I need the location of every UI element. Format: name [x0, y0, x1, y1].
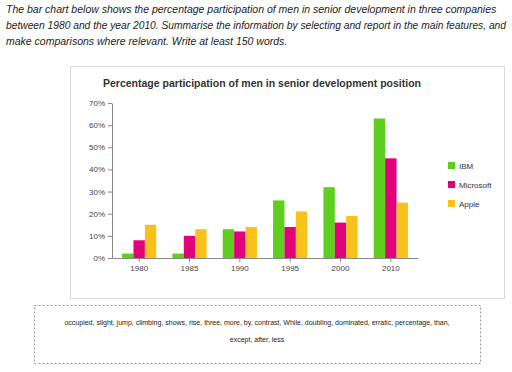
- chart-root: The bar chart below shows the percentage…: [0, 0, 512, 372]
- y-tick: 10%: [89, 232, 112, 241]
- bar: [346, 216, 357, 258]
- x-tick-label: 2010: [382, 264, 400, 273]
- task-line: make comparisons where relevant. Write a…: [6, 35, 287, 47]
- bars: [122, 119, 408, 259]
- y-tick-mark: [108, 192, 112, 193]
- y-axis-line: [112, 104, 113, 259]
- word-box: [35, 306, 481, 364]
- legend-swatch: [448, 162, 455, 169]
- bar: [223, 229, 234, 258]
- y-tick-mark: [108, 103, 112, 104]
- chart-title: Percentage participation of men in senio…: [103, 77, 421, 89]
- y-tick-mark: [108, 258, 112, 259]
- bar: [122, 254, 133, 258]
- legend-label: Microsoft: [459, 181, 492, 190]
- chart-svg: The bar chart below shows the percentage…: [0, 0, 512, 372]
- legend-item: IBM: [448, 162, 474, 171]
- y-tick-label: 30%: [89, 188, 105, 197]
- legend-swatch: [448, 200, 455, 207]
- task-text: The bar chart below shows the percentage…: [6, 3, 507, 47]
- y-axis: 0% 10% 20% 30% 40% 50% 60% 70%: [89, 99, 113, 263]
- y-tick: 60%: [89, 121, 112, 130]
- bar: [284, 227, 295, 258]
- legend-label: IBM: [459, 162, 474, 171]
- x-tick-label: 1995: [281, 264, 299, 273]
- x-tick: 1985: [181, 258, 199, 273]
- x-tick-label: 2000: [332, 264, 350, 273]
- bar: [234, 231, 245, 258]
- bar: [374, 119, 385, 259]
- word-bank-line: occupied, slight, jump, climbing, shows,…: [64, 319, 449, 327]
- bar: [323, 187, 334, 258]
- x-tick-mark: [239, 258, 240, 262]
- x-tick-mark: [139, 258, 140, 262]
- y-tick: 40%: [89, 165, 112, 174]
- chart-frame: [71, 67, 505, 299]
- y-tick-label: 10%: [89, 232, 105, 241]
- x-tick-label: 1980: [130, 264, 148, 273]
- bar: [397, 203, 408, 258]
- y-tick-label: 20%: [89, 210, 105, 219]
- y-tick-mark: [108, 125, 112, 126]
- bar: [195, 229, 206, 258]
- word-bank: occupied, slight, jump, climbing, shows,…: [64, 319, 449, 344]
- bar-series: [133, 158, 396, 258]
- legend-item: Apple: [448, 200, 480, 209]
- y-tick-mark: [108, 147, 112, 148]
- y-tick-label: 40%: [89, 165, 105, 174]
- bar: [184, 236, 195, 258]
- y-tick-label: 70%: [89, 99, 105, 108]
- y-tick-mark: [108, 214, 112, 215]
- x-tick: 2000: [332, 258, 350, 273]
- bar: [145, 225, 156, 258]
- task-line: between 1980 and the year 2010. Summaris…: [6, 19, 507, 31]
- y-tick-label: 60%: [89, 121, 105, 130]
- bar: [273, 200, 284, 258]
- x-tick-mark: [189, 258, 190, 262]
- x-tick: 1990: [231, 258, 249, 273]
- y-tick: 20%: [89, 210, 112, 219]
- x-tick-label: 1985: [181, 264, 199, 273]
- x-tick: 2010: [382, 258, 400, 273]
- x-axis-line: [113, 258, 419, 259]
- task-line: The bar chart below shows the percentage…: [6, 3, 497, 15]
- bar-series: [145, 203, 408, 258]
- bar: [246, 227, 257, 258]
- bar-series: [122, 119, 385, 259]
- bar: [385, 158, 396, 258]
- bar: [296, 212, 307, 259]
- bar: [335, 223, 346, 258]
- bar: [133, 240, 144, 258]
- legend-label: Apple: [459, 200, 480, 209]
- bar: [172, 254, 183, 258]
- word-bank-line: except, after, less: [230, 336, 285, 344]
- y-tick-mark: [108, 236, 112, 237]
- legend-swatch: [448, 181, 455, 188]
- x-tick-mark: [290, 258, 291, 262]
- x-tick: 1980: [130, 258, 148, 273]
- x-tick-mark: [340, 258, 341, 262]
- y-tick-label: 0%: [93, 254, 105, 263]
- legend: IBM Microsoft Apple: [448, 162, 492, 209]
- y-tick-mark: [108, 169, 112, 170]
- x-tick: 1995: [281, 258, 299, 273]
- legend-item: Microsoft: [448, 181, 492, 190]
- x-axis: 1980 1985 1990 1995 2000 2010: [113, 258, 419, 273]
- y-tick: 0%: [93, 254, 112, 263]
- y-tick: 30%: [89, 188, 112, 197]
- x-tick-mark: [390, 258, 391, 262]
- y-tick: 70%: [89, 99, 112, 108]
- y-tick-label: 50%: [89, 143, 105, 152]
- x-tick-label: 1990: [231, 264, 249, 273]
- y-tick: 50%: [89, 143, 112, 152]
